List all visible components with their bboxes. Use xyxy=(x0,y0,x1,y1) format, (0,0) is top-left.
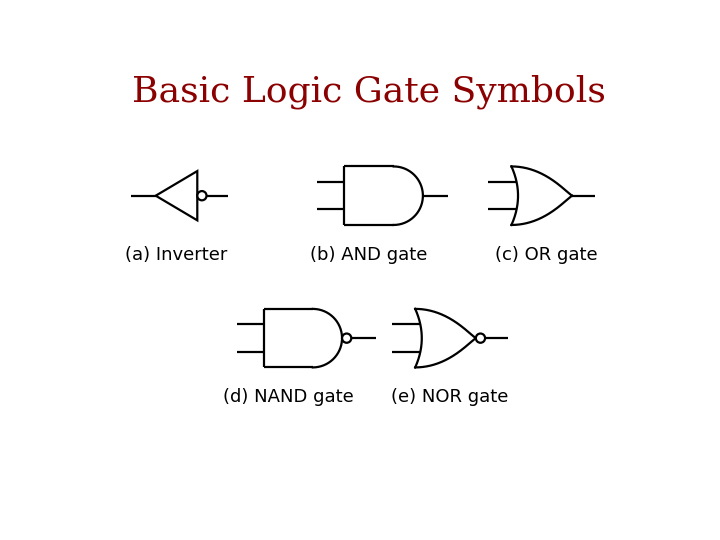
Text: (d) NAND gate: (d) NAND gate xyxy=(222,388,354,406)
Text: (b) AND gate: (b) AND gate xyxy=(310,246,428,264)
Text: (c) OR gate: (c) OR gate xyxy=(495,246,598,264)
Text: (e) NOR gate: (e) NOR gate xyxy=(391,388,508,406)
Text: Basic Logic Gate Symbols: Basic Logic Gate Symbols xyxy=(132,75,606,109)
Circle shape xyxy=(476,334,485,343)
Text: (a) Inverter: (a) Inverter xyxy=(125,246,228,264)
Circle shape xyxy=(342,334,351,343)
Circle shape xyxy=(197,191,207,200)
